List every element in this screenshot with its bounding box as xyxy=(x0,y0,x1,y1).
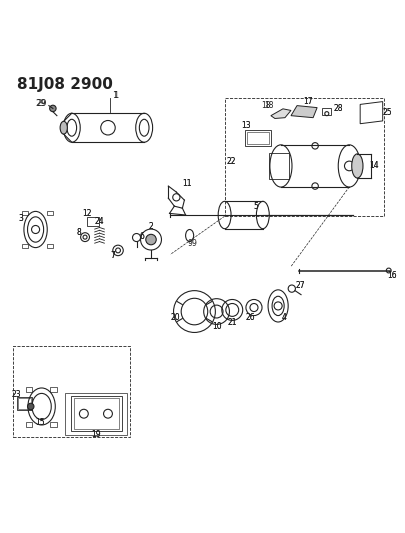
Text: 16: 16 xyxy=(387,271,396,280)
Text: 20: 20 xyxy=(171,313,180,322)
Text: 7: 7 xyxy=(110,251,115,260)
Ellipse shape xyxy=(60,122,67,134)
Text: 17: 17 xyxy=(303,97,313,106)
Bar xyxy=(18,399,31,409)
Text: 17: 17 xyxy=(303,97,313,106)
Bar xyxy=(269,153,289,179)
Text: 19: 19 xyxy=(92,430,101,439)
Text: 26: 26 xyxy=(245,313,255,322)
Bar xyxy=(65,393,127,435)
Text: 25: 25 xyxy=(383,108,392,117)
Circle shape xyxy=(28,403,34,410)
Text: 28: 28 xyxy=(334,104,343,114)
Bar xyxy=(322,108,331,115)
Text: 16: 16 xyxy=(387,271,396,280)
Text: 25: 25 xyxy=(383,108,392,117)
Text: 10: 10 xyxy=(212,321,222,330)
Polygon shape xyxy=(271,109,291,118)
Text: 15: 15 xyxy=(35,418,45,427)
Circle shape xyxy=(146,235,156,245)
Text: 26: 26 xyxy=(245,313,255,322)
Text: 23: 23 xyxy=(12,390,21,399)
Text: 1: 1 xyxy=(112,92,117,100)
Text: 19: 19 xyxy=(92,430,101,439)
Bar xyxy=(87,216,99,227)
Text: 24: 24 xyxy=(95,217,104,226)
Text: 23: 23 xyxy=(12,390,21,399)
Text: 8: 8 xyxy=(77,228,81,237)
Bar xyxy=(245,130,271,146)
Bar xyxy=(47,211,53,215)
Text: 2: 2 xyxy=(149,222,153,231)
Text: 9: 9 xyxy=(187,239,192,248)
Text: 28: 28 xyxy=(334,104,343,114)
Bar xyxy=(74,399,119,429)
Text: 21: 21 xyxy=(228,318,237,327)
Bar xyxy=(17,397,32,410)
Text: 13: 13 xyxy=(241,121,251,130)
Bar xyxy=(247,132,269,144)
Bar xyxy=(70,396,122,431)
Text: 81J08 2900: 81J08 2900 xyxy=(17,77,113,92)
Text: 27: 27 xyxy=(295,281,305,290)
Text: 1: 1 xyxy=(113,92,118,100)
Text: 20: 20 xyxy=(171,313,180,322)
Text: 5: 5 xyxy=(253,203,258,212)
Text: 14: 14 xyxy=(369,161,379,171)
Bar xyxy=(51,387,57,392)
Text: 24: 24 xyxy=(95,217,104,226)
Text: 13: 13 xyxy=(241,121,251,130)
Polygon shape xyxy=(291,106,317,118)
Text: 12: 12 xyxy=(82,209,92,218)
Bar xyxy=(22,244,28,248)
Bar xyxy=(225,98,384,216)
Text: 3: 3 xyxy=(18,214,23,223)
Text: 7: 7 xyxy=(110,251,115,260)
Text: 18: 18 xyxy=(264,101,274,110)
Text: 29: 29 xyxy=(35,99,46,108)
Bar xyxy=(26,387,32,392)
Bar xyxy=(47,244,53,248)
Text: 27: 27 xyxy=(295,281,305,290)
Bar xyxy=(22,211,28,215)
Text: 22: 22 xyxy=(227,157,236,166)
Text: 29: 29 xyxy=(36,99,47,108)
Text: 18: 18 xyxy=(261,101,271,110)
Text: 4: 4 xyxy=(282,313,287,322)
Text: 11: 11 xyxy=(183,179,192,188)
Bar xyxy=(51,422,57,427)
Text: 22: 22 xyxy=(227,157,236,166)
Text: 6: 6 xyxy=(140,232,145,241)
Text: 5: 5 xyxy=(253,203,258,212)
Text: 10: 10 xyxy=(212,321,222,330)
Circle shape xyxy=(50,105,56,111)
Text: 6: 6 xyxy=(140,232,145,241)
Text: 4: 4 xyxy=(282,313,287,322)
Text: 8: 8 xyxy=(77,228,81,237)
Text: 2: 2 xyxy=(149,222,153,231)
Text: 11: 11 xyxy=(183,179,192,188)
Text: 14: 14 xyxy=(369,161,379,171)
Bar xyxy=(13,346,130,438)
Text: 15: 15 xyxy=(35,418,45,427)
Bar xyxy=(26,422,32,427)
Text: 21: 21 xyxy=(228,318,237,327)
Text: 12: 12 xyxy=(82,209,92,218)
Text: 3: 3 xyxy=(18,214,23,223)
Text: 9: 9 xyxy=(191,239,196,248)
Ellipse shape xyxy=(352,154,363,178)
